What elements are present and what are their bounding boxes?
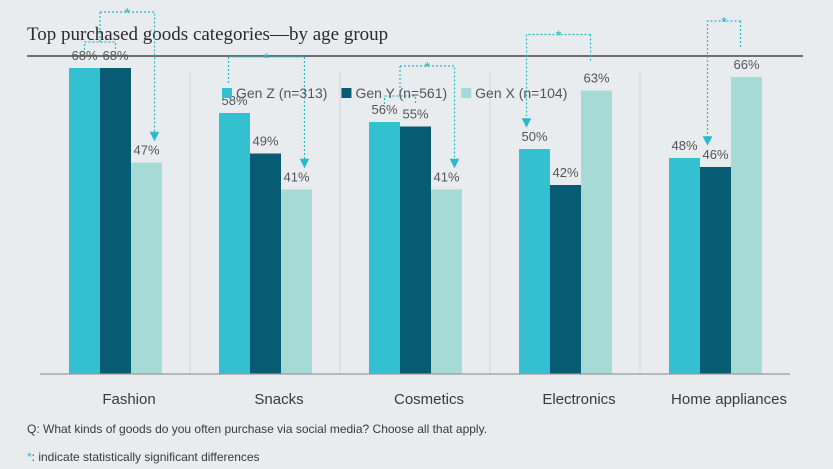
legend-label: Gen Y (n=561): [355, 85, 447, 101]
legend-swatch: [461, 88, 472, 98]
data-label: 49%: [252, 134, 278, 149]
data-label: 56%: [371, 102, 397, 117]
category-label: Fashion: [102, 391, 155, 408]
significance-bracket: [83, 11, 160, 142]
significance-star: *: [424, 59, 430, 76]
significance-star: *: [556, 28, 562, 45]
bar-cosmetics-series-1: [369, 122, 400, 374]
significance-star: *: [264, 50, 270, 67]
chart-title: Top purchased goods categories—by age gr…: [27, 24, 389, 45]
footnote: *: indicate statistically significant di…: [27, 450, 260, 464]
legend-label: Gen X (n=104): [475, 85, 567, 101]
significance-bracket: [227, 56, 310, 169]
category-label: Cosmetics: [394, 391, 464, 408]
significance-star: *: [721, 14, 727, 31]
data-label: 63%: [583, 71, 609, 86]
bar-snacks-series-3: [281, 189, 312, 374]
data-label: 41%: [433, 170, 459, 185]
legend-label: Gen Z (n=313): [236, 85, 327, 101]
bar-fashion-series-1: [69, 68, 100, 374]
data-label: 46%: [702, 147, 728, 162]
significance-bracket: [702, 20, 742, 146]
bar-cosmetics-series-3: [431, 189, 462, 374]
bar-home-appliances-series-2: [700, 167, 731, 374]
bar-electronics-series-3: [581, 90, 612, 374]
data-label: 66%: [733, 57, 759, 72]
category-label: Snacks: [254, 391, 303, 408]
data-label: 47%: [133, 143, 159, 158]
bar-home-appliances-series-3: [731, 77, 762, 374]
significance-bracket: [521, 33, 592, 128]
data-label: 50%: [521, 129, 547, 144]
survey-question: Q: What kinds of goods do you often purc…: [27, 422, 488, 436]
bar-fashion-series-2: [100, 68, 131, 374]
bar-home-appliances-series-1: [669, 158, 700, 374]
significance-bracket: [383, 65, 460, 169]
data-label: 42%: [552, 165, 578, 180]
bar-snacks-series-2: [250, 153, 281, 374]
data-label: 48%: [671, 138, 697, 153]
data-label: 68%: [71, 48, 97, 63]
significance-star: *: [27, 450, 32, 464]
bar-electronics-series-2: [550, 185, 581, 374]
category-label: Home appliances: [671, 391, 787, 408]
data-label: 55%: [402, 107, 428, 122]
footnote-text: : indicate statistically significant dif…: [31, 450, 260, 464]
bar-chart: ***** 68%58%56%50%48%68%49%55%42%46%47%4…: [40, 5, 790, 408]
title-divider: [27, 55, 803, 57]
data-label: 68%: [102, 48, 128, 63]
bar-electronics-series-1: [519, 149, 550, 374]
significance-star: *: [124, 5, 130, 22]
bar-cosmetics-series-2: [400, 126, 431, 374]
legend-swatch: [222, 88, 232, 98]
bar-snacks-series-1: [219, 113, 250, 374]
legend-swatch: [341, 88, 352, 98]
category-label: Electronics: [542, 391, 615, 408]
data-label: 41%: [283, 170, 309, 185]
bar-fashion-series-3: [131, 162, 162, 374]
